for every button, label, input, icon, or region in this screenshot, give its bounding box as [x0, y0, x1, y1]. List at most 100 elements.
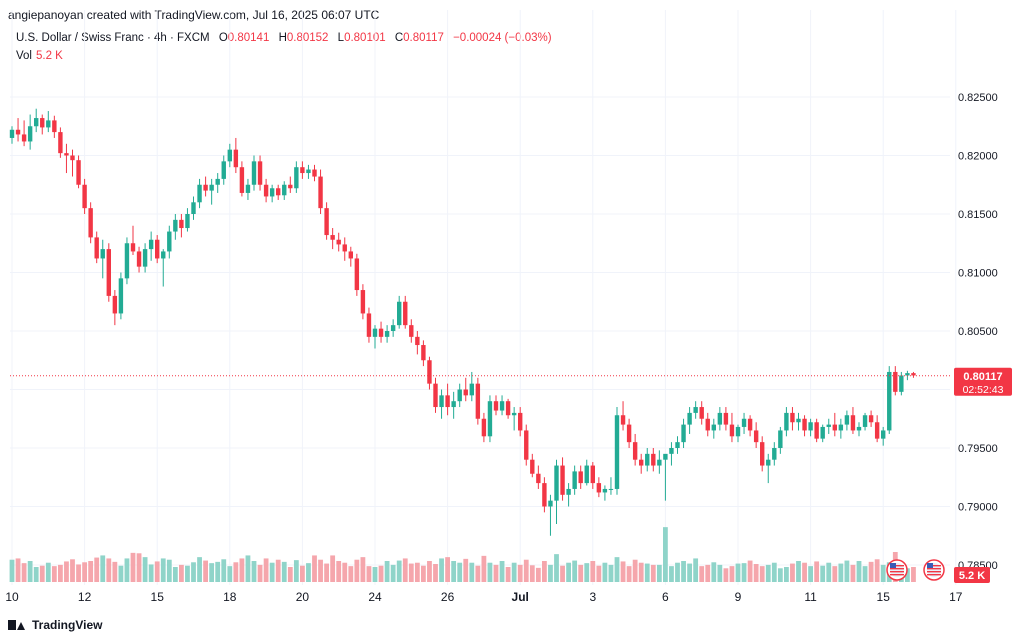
volume-bar	[445, 557, 450, 582]
candle-body	[632, 442, 638, 460]
open-key: O	[218, 32, 228, 44]
volume-label[interactable]: Vol	[16, 50, 32, 62]
volume-bar	[620, 561, 626, 582]
candle-body	[687, 412, 692, 425]
volume-bar	[275, 559, 281, 582]
candle-body	[58, 132, 63, 154]
volume-bar	[433, 564, 438, 582]
volume-bar	[76, 564, 81, 582]
candle-body	[693, 407, 698, 413]
flag-stripe	[927, 571, 941, 573]
last-price-label: 0.80117	[963, 371, 1002, 383]
volume-bar	[312, 555, 317, 582]
candle-body	[826, 424, 831, 427]
candle-body	[409, 325, 414, 337]
time-tick-label: 9	[735, 590, 742, 604]
candle-body	[590, 465, 595, 484]
flag-stripe	[927, 574, 941, 576]
candle-body	[711, 424, 716, 431]
volume-bar	[505, 567, 511, 582]
volume-bar	[765, 564, 771, 582]
candle-body	[451, 401, 456, 408]
volume-bar	[675, 562, 680, 582]
candle-body	[608, 488, 614, 490]
candle-body	[814, 422, 819, 439]
candle-body	[475, 383, 481, 419]
volume-bar	[578, 564, 584, 582]
open-value: 0.80141	[227, 32, 270, 44]
candle-body	[112, 295, 118, 314]
volume-bar	[687, 563, 692, 582]
volume-bar	[221, 559, 227, 582]
candle-body	[717, 412, 723, 425]
candle-body	[378, 328, 384, 337]
candle-body	[433, 383, 438, 408]
candle-body	[445, 395, 450, 408]
candle-body	[735, 426, 741, 437]
volume-bar	[626, 566, 632, 582]
candle-body	[203, 184, 208, 191]
candle-body	[403, 301, 408, 326]
volume-legend: Vol 5.2 K	[16, 50, 63, 62]
candle-body	[596, 483, 602, 493]
us-flag-event-icon[interactable]	[923, 559, 945, 581]
volume-bar	[263, 558, 269, 582]
flag-stripe	[890, 565, 904, 567]
candle-body	[542, 483, 547, 507]
tradingview-footer[interactable]: TradingView	[8, 618, 102, 632]
candle-body	[778, 430, 783, 448]
time-tick-label: 11	[804, 590, 817, 604]
volume-bar	[106, 558, 112, 582]
volume-bar	[905, 568, 910, 582]
price-tick-label: 0.82000	[958, 151, 998, 163]
volume-bar	[584, 563, 590, 582]
volume-bar	[523, 559, 529, 582]
time-tick-label: 24	[368, 590, 382, 604]
symbol-label[interactable]: U.S. Dollar / Swiss Franc · 4h · FXCM	[16, 32, 210, 44]
volume-bar	[554, 554, 559, 582]
flag-stripe	[890, 568, 904, 570]
flag-stripe	[890, 571, 904, 573]
candle-body	[645, 453, 650, 466]
candle-body	[82, 184, 87, 209]
volume-bar	[632, 559, 638, 582]
volume-bar	[784, 567, 789, 582]
volume-bar	[711, 562, 717, 582]
volume-bar	[608, 564, 614, 582]
volume-bar	[160, 558, 166, 582]
volume-bar	[100, 555, 106, 582]
us-flag-event-icon[interactable]	[886, 559, 908, 581]
candle-body	[9, 129, 15, 138]
volume-bar	[330, 555, 336, 582]
candle-body	[747, 418, 753, 431]
candle-body	[167, 231, 172, 252]
price-tick-label: 0.81000	[958, 268, 998, 280]
time-axis: 10 12 15 18 20 24 26 Jul 3 6 9 11 15 17	[5, 590, 962, 604]
volume-bar	[463, 558, 469, 582]
candle-body	[905, 373, 910, 376]
candle-body	[360, 290, 366, 314]
volume-bar	[590, 561, 596, 582]
volume-bar	[560, 565, 565, 582]
volume-bar	[493, 564, 499, 582]
candle-body	[493, 401, 499, 411]
candle-body	[487, 401, 493, 437]
volume-bar	[70, 559, 75, 582]
candle-body	[354, 258, 360, 291]
volume-bar	[166, 559, 172, 582]
close-value: 0.80117	[403, 32, 444, 44]
volume-bar	[529, 565, 535, 582]
volume-bar	[360, 557, 366, 582]
volume-bar	[729, 566, 735, 582]
time-tick-label: 12	[78, 590, 92, 604]
candle-body	[366, 313, 372, 337]
volume-bar	[457, 562, 463, 582]
candle-body	[324, 208, 329, 236]
candle-body	[185, 214, 190, 229]
volume-bar	[481, 555, 487, 582]
volume-bar	[348, 566, 354, 582]
candle-body	[790, 412, 795, 423]
time-tick-label: 15	[877, 590, 891, 604]
candle-body	[27, 126, 33, 142]
